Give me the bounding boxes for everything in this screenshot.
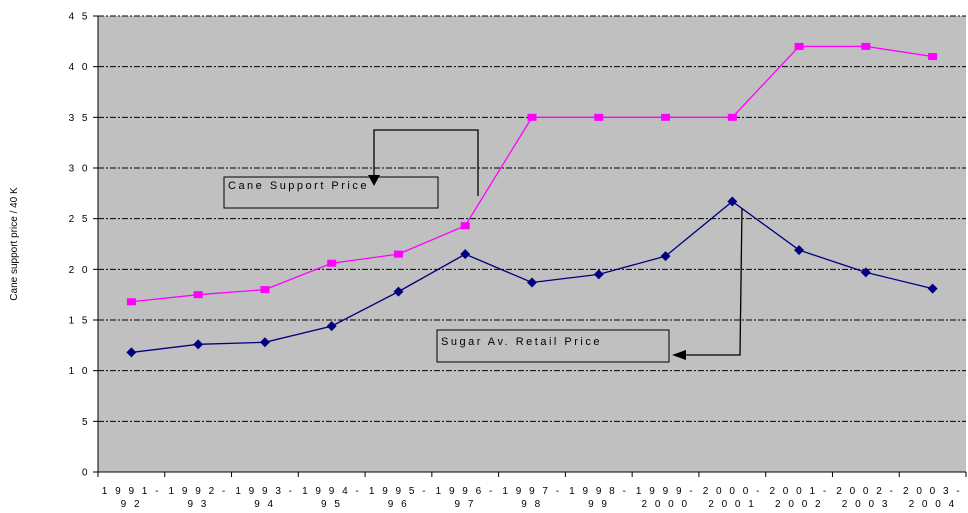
gridlines	[98, 15, 966, 422]
data-point-diamond	[727, 196, 738, 207]
data-point-diamond	[393, 286, 404, 297]
annotation-label-sugar: Sugar Av. Retail Price	[441, 336, 602, 348]
x-tick-label: 9 6	[388, 499, 409, 510]
data-point-square	[460, 222, 470, 230]
x-tick-label: 1 9 9 1 -	[102, 486, 161, 497]
x-tick-label: 1 9 9 3 -	[235, 486, 294, 497]
data-point-square	[928, 53, 938, 61]
x-tick-label: 1 9 9 5 -	[369, 486, 428, 497]
data-point-diamond	[660, 251, 671, 262]
x-tick-label: 1 9 9 6 -	[436, 486, 495, 497]
data-point-square	[327, 259, 337, 267]
y-tick-label: 0	[82, 468, 90, 479]
x-tick-labels: 1 9 9 1 - 9 2 1 9 9 2 - 9 3 1 9 9 3 - 9 4 1 9 …	[102, 486, 962, 510]
y-tick-label: 3 0	[69, 164, 90, 175]
x-tick-label: 2 0 0 1 -	[769, 486, 828, 497]
arrowhead-down-icon	[368, 175, 380, 186]
data-point-square	[594, 113, 604, 121]
x-tick-label: 2 0 0 4	[909, 499, 957, 510]
arrowhead-left-icon	[672, 350, 686, 360]
data-point-diamond	[860, 267, 871, 278]
plot-area	[98, 16, 966, 472]
axes	[93, 15, 967, 477]
x-tick-label: 2 0 0 0	[641, 499, 689, 510]
x-tick-label: 2 0 0 1	[708, 499, 756, 510]
y-tick-label: 4 0	[69, 62, 90, 73]
x-tick-label: 1 9 9 7 -	[502, 486, 561, 497]
data-point-diamond	[593, 269, 604, 280]
data-point-square	[193, 291, 203, 299]
y-axis-label: Cane support price / 40 K	[9, 187, 20, 301]
x-tick-label: 2 0 0 3	[842, 499, 890, 510]
y-tick-label: 5	[82, 417, 90, 428]
y-tick-label: 3 5	[69, 113, 90, 124]
annotation-cane-support: Cane Support Price	[223, 129, 479, 209]
x-tick-label: 1 9 9 9 -	[636, 486, 695, 497]
annotation-arrow-cane	[373, 129, 479, 196]
x-tick-label: 9 9	[588, 499, 609, 510]
data-point-diamond	[326, 321, 337, 332]
x-tick-label: 2 0 0 2	[775, 499, 823, 510]
x-tick-label: 9 5	[321, 499, 342, 510]
data-point-square	[527, 113, 537, 121]
y-tick-label: 4 5	[69, 12, 90, 23]
x-tick-label: 2 0 0 2 -	[836, 486, 895, 497]
y-tick-label: 1 0	[69, 366, 90, 377]
x-tick-label: 1 9 9 4 -	[302, 486, 361, 497]
data-point-square	[393, 250, 403, 258]
x-tick-label: 2 0 0 3 -	[903, 486, 962, 497]
annotation-box-cane	[223, 176, 439, 209]
data-point-square	[794, 42, 804, 50]
data-point-square	[661, 113, 671, 121]
data-point-diamond	[927, 283, 938, 294]
x-tick-label: 1 9 9 2 -	[169, 486, 228, 497]
x-tick-label: 9 7	[455, 499, 476, 510]
annotation-sugar-retail: Sugar Av. Retail Price	[436, 207, 743, 363]
data-point-diamond	[527, 277, 537, 288]
series-layer	[126, 42, 938, 358]
data-point-diamond	[193, 339, 204, 350]
x-tick-label: 9 3	[187, 499, 208, 510]
y-tick-label: 2 5	[69, 214, 90, 225]
data-point-diamond	[259, 337, 270, 348]
y-tick-label: 2 0	[69, 265, 90, 276]
x-tick-label: 9 8	[521, 499, 542, 510]
x-tick-label: 1 9 9 8 -	[569, 486, 628, 497]
data-point-square	[727, 113, 737, 121]
data-point-square	[260, 286, 270, 294]
annotation-arrow-sugar	[682, 207, 743, 356]
x-tick-label: 2 0 0 0 -	[703, 486, 762, 497]
annotation-box-sugar	[436, 329, 670, 363]
data-point-square	[861, 42, 871, 50]
y-tick-labels: 0 5 1 0 1 5 2 0 2 5 3 0 3 5 4 0 4 5	[69, 12, 90, 479]
data-point-square	[126, 298, 136, 306]
y-tick-label: 1 5	[69, 316, 90, 327]
x-tick-label: 9 2	[121, 499, 142, 510]
annotation-label-cane: Cane Support Price	[228, 180, 369, 192]
data-point-diamond	[794, 245, 805, 256]
x-tick-label: 9 4	[254, 499, 275, 510]
data-point-diamond	[126, 347, 137, 358]
data-point-diamond	[460, 249, 471, 260]
